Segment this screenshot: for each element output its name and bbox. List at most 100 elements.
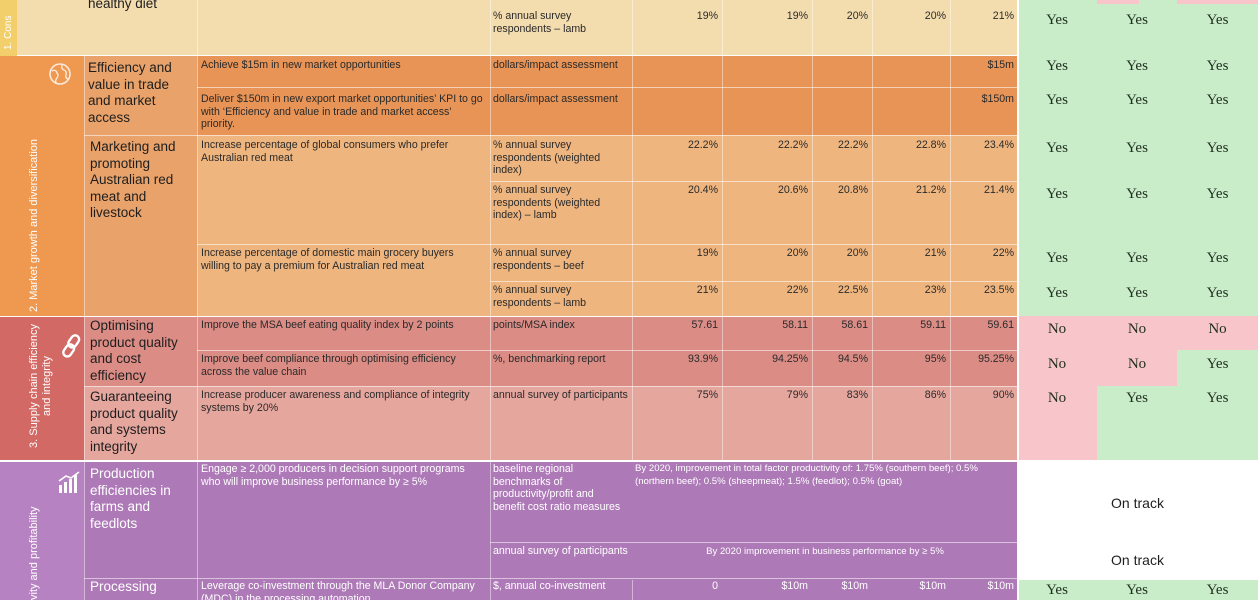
- status-cell: Yes: [1206, 92, 1229, 108]
- area-marketing: Marketing and promoting Australian red m…: [90, 139, 176, 220]
- val-marketing-3b: 20%: [786, 247, 808, 259]
- val-marketing-2b: 20.6%: [777, 184, 808, 196]
- val-optimising-1c: 58.61: [841, 319, 868, 331]
- val-marketing-1d: 22.8%: [915, 139, 946, 151]
- status-cell: No: [1047, 321, 1067, 337]
- pillar-label-consumer: 1. Cons: [3, 15, 14, 50]
- kpi-efficiency-2: Deliver $150m in new export market oppor…: [201, 93, 483, 130]
- status-cell: Yes: [1126, 140, 1148, 156]
- pillar-label-supply: 3. Supply chain efficiency and integrity: [28, 324, 53, 448]
- target-production-2: By 2020 improvement in business performa…: [706, 546, 944, 557]
- val-guaranteeing-c: 83%: [846, 389, 868, 401]
- val-optimising-1a: 57.61: [691, 319, 718, 331]
- status-cell: Yes: [1126, 12, 1148, 28]
- val-optimising-2e: 95.25%: [978, 353, 1014, 365]
- status-cell: Yes: [1206, 140, 1229, 156]
- val-optimising-1d: 59.11: [920, 319, 946, 331]
- status-cell: Yes: [1206, 582, 1229, 598]
- area-processing: Processing: [90, 579, 157, 594]
- status-growth: [1017, 56, 1258, 316]
- status-guar-yes: [1097, 386, 1258, 460]
- supply-guaranteeing-band: [84, 386, 1017, 460]
- status-cell: Yes: [1206, 186, 1229, 202]
- val-marketing-2d: 21.2%: [915, 184, 946, 196]
- globe-icon: [48, 62, 72, 86]
- val-guaranteeing-e: 90%: [992, 389, 1014, 401]
- status-supply-no-row: [1017, 316, 1258, 350]
- status-supply-mixed-row: [1017, 350, 1177, 386]
- status-cell: Yes: [1126, 186, 1148, 202]
- kpi-optimising-1: Improve the MSA beef eating quality inde…: [201, 319, 454, 331]
- val-consumer-4: 20%: [924, 10, 946, 22]
- status-no-top2: [1177, 0, 1258, 4]
- val-optimising-1e: 59.61: [987, 319, 1014, 331]
- pillar-label-prod: vity and profitability: [28, 506, 40, 600]
- val-optimising-2d: 95%: [924, 353, 946, 365]
- consumer-band-body: [17, 0, 1017, 56]
- status-cell: Yes: [1046, 285, 1068, 301]
- measure-production-2: annual survey of participants: [493, 545, 628, 557]
- kpi-optimising-2: Improve beef compliance through optimisi…: [201, 353, 456, 378]
- status-cell: Yes: [1126, 285, 1148, 301]
- growth-area-band: [84, 56, 197, 316]
- area-guaranteeing: Guaranteeing product quality and systems…: [90, 389, 178, 454]
- area-optimising: Optimising product quality and cost effi…: [90, 318, 178, 383]
- status-cell: Yes: [1206, 250, 1229, 266]
- prod-body-band: [84, 460, 1017, 600]
- area-production: Production efficiencies in farms and fee…: [90, 466, 171, 531]
- val-marketing-4b: 22%: [786, 284, 808, 296]
- val-marketing-3c: 20%: [846, 247, 868, 259]
- status-cell: No: [1208, 321, 1227, 337]
- val-marketing-3a: 19%: [696, 247, 718, 259]
- val-processing-b: $10m: [781, 580, 809, 592]
- val-optimising-1b: 58.11: [782, 319, 808, 331]
- val-marketing-4e: 23.5%: [983, 284, 1014, 296]
- val-marketing-4a: 21%: [696, 284, 718, 296]
- measure-marketing-4: % annual survey respondents – lamb: [493, 284, 587, 309]
- measure-processing: $, annual co-investment: [493, 580, 606, 592]
- status-cell: Yes: [1126, 250, 1148, 266]
- growth-efficiency-band: [197, 56, 1017, 135]
- kpi-marketing-1: Increase percentage of global consumers …: [201, 139, 449, 164]
- bar-chart-icon: [56, 470, 82, 496]
- area-efficiency: Efficiency and value in trade and market…: [88, 60, 172, 125]
- status-cell: Yes: [1206, 58, 1229, 74]
- measure-production-1: baseline regional benchmarks of producti…: [493, 463, 621, 513]
- val-efficiency-1: $15m: [987, 59, 1015, 71]
- status-cell: Yes: [1126, 390, 1148, 406]
- status-no-top1: [1097, 0, 1139, 4]
- status-cell: Yes: [1206, 285, 1229, 301]
- val-marketing-3e: 22%: [992, 247, 1014, 259]
- area-healthy-diet: healthy diet: [88, 0, 158, 11]
- status-cell: Yes: [1046, 250, 1068, 266]
- measure-marketing-2: % annual survey respondents (weighted in…: [493, 184, 601, 221]
- status-cell: Yes: [1046, 12, 1068, 28]
- val-efficiency-2: $150m: [981, 93, 1014, 105]
- kpi-production: Engage ≥ 2,000 producers in decision sup…: [201, 463, 465, 488]
- chain-link-icon: [60, 333, 84, 359]
- pillar-growth-band: [0, 56, 84, 316]
- target-production-1: By 2020, improvement in total factor pro…: [635, 463, 978, 487]
- val-marketing-2a: 20.4%: [687, 184, 718, 196]
- val-consumer-1: 19%: [696, 10, 718, 22]
- status-cell: Yes: [1126, 58, 1148, 74]
- val-marketing-3d: 21%: [924, 247, 946, 259]
- status-cell: No: [1047, 356, 1067, 372]
- status-cell: Yes: [1206, 12, 1229, 28]
- status-cell: Yes: [1206, 390, 1229, 406]
- val-guaranteeing-a: 75%: [696, 389, 718, 401]
- status-consumer: [1017, 0, 1258, 56]
- val-processing-c: $10m: [841, 580, 869, 592]
- status-cell: Yes: [1206, 356, 1229, 372]
- pillar-label-growth: 2. Market growth and diversification: [28, 138, 40, 312]
- status-supply-yes-a: [1177, 350, 1258, 386]
- measure-optimising-1: points/MSA index: [493, 319, 575, 331]
- status-production-1: On track: [1111, 495, 1164, 511]
- val-consumer-3: 20%: [846, 10, 868, 22]
- measure-efficiency-1: dollars/impact assessment: [493, 59, 618, 71]
- val-consumer-2: 19%: [786, 10, 808, 22]
- measure-marketing-1: % annual survey respondents (weighted in…: [493, 139, 601, 176]
- status-guar-no: [1017, 386, 1097, 460]
- growth-marketing-band: [197, 135, 1017, 316]
- supply-optimising-band: [84, 316, 1017, 386]
